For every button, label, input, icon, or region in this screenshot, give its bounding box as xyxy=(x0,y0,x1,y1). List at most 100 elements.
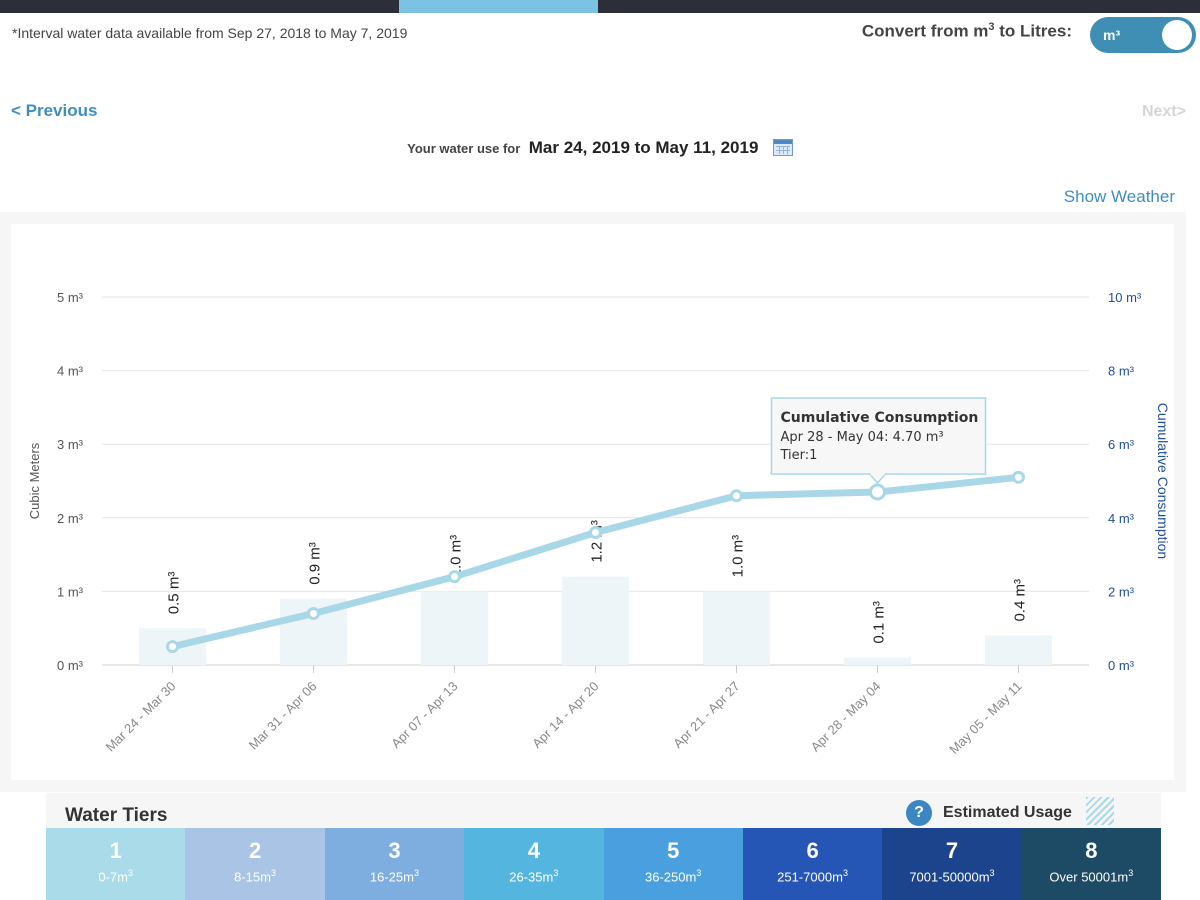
calendar-icon[interactable] xyxy=(772,139,793,156)
tier-range-text: Over 50001m xyxy=(1049,869,1129,885)
tier-range-superscript: 3 xyxy=(1128,868,1134,878)
tier-range-superscript: 3 xyxy=(696,868,702,878)
tooltip-line: Tier:1 xyxy=(780,448,818,463)
top-nav-bar xyxy=(0,0,1200,13)
x-tick-label: May 05 - May 11 xyxy=(946,679,1024,757)
tier-number: 6 xyxy=(806,838,819,863)
tier-range-text: 16-25m xyxy=(369,869,414,885)
tier-range: 16-25m3 xyxy=(325,868,464,884)
cumulative-point[interactable] xyxy=(869,483,886,501)
tooltip-title: Cumulative Consumption xyxy=(781,410,979,426)
tier-range: 7001-50000m3 xyxy=(882,868,1021,884)
x-tick-label: Apr 28 - May 04 xyxy=(808,679,884,755)
bar[interactable] xyxy=(985,635,1052,665)
tier-number: 8 xyxy=(1085,838,1098,863)
tier-5: 5 36-250m3 xyxy=(603,828,743,900)
date-range-value: Mar 24, 2019 to May 11, 2019 xyxy=(528,138,759,157)
tier-range-superscript: 3 xyxy=(127,868,133,878)
tier-strip: 1 0-7m3 2 8-15m3 3 16-25m3 4 26-35m3 5 36-250m3 6 2… xyxy=(46,828,1161,900)
toggle-knob[interactable] xyxy=(1162,20,1192,50)
x-tick-label: Apr 14 - Apr 20 xyxy=(529,679,601,751)
interval-data-note: *Interval water data available from Sep … xyxy=(12,25,408,41)
show-weather-link[interactable]: Show Weather xyxy=(1063,187,1175,206)
x-tick-label: Mar 31 - Apr 06 xyxy=(246,679,320,753)
cumulative-point[interactable] xyxy=(1012,470,1025,484)
y-right-tick-label: 2 m³ xyxy=(1108,584,1135,599)
y-tick-label: 5 m³ xyxy=(57,290,84,305)
tier-number: 3 xyxy=(388,838,401,863)
bar[interactable] xyxy=(703,591,770,665)
tier-number: 7 xyxy=(945,838,959,863)
convert-label-superscript: 3 xyxy=(988,21,995,33)
unit-toggle-switch[interactable]: m³ xyxy=(1090,17,1196,53)
unit-toggle-label: m³ xyxy=(1103,27,1121,43)
y-right-tick-label: 10 m³ xyxy=(1108,290,1142,305)
y-right-tick-label: 4 m³ xyxy=(1108,511,1135,526)
active-nav-tab[interactable] xyxy=(399,0,598,13)
tier-1: 1 0-7m3 xyxy=(46,828,186,900)
tier-number: 5 xyxy=(667,838,680,863)
y-tick-label: 0 m³ xyxy=(57,658,84,673)
bar[interactable] xyxy=(562,576,629,665)
water-tiers-title: Water Tiers xyxy=(65,805,168,826)
x-tick-label: Mar 24 - Mar 30 xyxy=(103,679,179,755)
convert-label-text: Convert from m xyxy=(861,21,989,41)
estimated-usage-swatch-icon xyxy=(1086,797,1114,825)
bar[interactable] xyxy=(421,591,488,665)
page-content: *Interval water data available from Sep … xyxy=(0,13,1200,900)
tier-range-superscript: 3 xyxy=(989,868,995,878)
date-range-heading: Your water use for Mar 24, 2019 to May 1… xyxy=(0,138,1200,158)
bar-value-label: 0.9 m³ xyxy=(307,542,324,585)
tier-number: 4 xyxy=(527,838,540,863)
bar-value-label: 1.0 m³ xyxy=(730,535,747,578)
tier-range-superscript: 3 xyxy=(270,868,276,878)
tier-8: 8 Over 50001m3 xyxy=(1021,828,1161,900)
tier-4: 4 26-35m3 xyxy=(464,828,604,900)
convert-label-suffix: to Litres: xyxy=(994,21,1072,41)
help-icon[interactable]: ? xyxy=(906,800,932,826)
tier-range-superscript: 3 xyxy=(553,868,559,878)
tier-range-text: 251-7000m xyxy=(777,869,843,885)
tier-range-text: 26-35m xyxy=(509,869,554,885)
y-tick-label: 3 m³ xyxy=(57,437,84,452)
tier-2: 2 8-15m3 xyxy=(185,828,325,900)
next-link[interactable]: Next> xyxy=(1141,103,1186,120)
x-tick-label: Apr 21 - Apr 27 xyxy=(670,679,742,751)
tier-range-text: 0-7m xyxy=(98,869,128,885)
y-tick-label: 1 m³ xyxy=(57,584,84,599)
tier-range-text: 8-15m xyxy=(234,869,271,885)
y-right-tick-label: 0 m³ xyxy=(1108,658,1135,673)
cumulative-point[interactable] xyxy=(307,606,320,620)
tier-range: Over 50001m3 xyxy=(1022,868,1161,884)
bar[interactable] xyxy=(844,657,911,665)
estimated-usage-label: Estimated Usage xyxy=(943,804,1072,821)
convert-units-label: Convert from m3 to Litres: xyxy=(862,21,1072,42)
cumulative-point[interactable] xyxy=(589,526,602,540)
water-usage-chart: 0 m³ 1 m³ 2 m³ 3 m³ 4 m³ 5 m³ 0 m³ 2 m³ 4 m³ 6 m³… xyxy=(11,224,1174,780)
tooltip-box xyxy=(770,397,987,475)
tier-range: 251-7000m3 xyxy=(743,868,882,884)
tier-number: 2 xyxy=(248,838,262,863)
x-tick-label: Apr 07 - Apr 13 xyxy=(388,679,460,751)
tier-range-text: 7001-50000m xyxy=(909,869,990,885)
chart-svg: 0 m³ 1 m³ 2 m³ 3 m³ 4 m³ 5 m³ 0 m³ 2 m³ 4 m³ 6 m³… xyxy=(27,290,1171,757)
bar-value-label: 0.5 m³ xyxy=(166,572,183,615)
date-range-prefix: Your water use for xyxy=(407,141,521,156)
tier-6: 6 251-7000m3 xyxy=(742,828,883,900)
cumulative-point[interactable] xyxy=(730,489,743,503)
cumulative-point[interactable] xyxy=(448,570,461,584)
previous-link[interactable]: < Previous xyxy=(11,101,98,120)
bar-value-label: 0.1 m³ xyxy=(871,601,888,644)
y-right-axis-title: Cumulative Consumption xyxy=(1155,403,1171,559)
tier-range-text: 36-250m xyxy=(645,869,697,885)
tooltip-line: Apr 28 - May 04: 4.70 m³ xyxy=(781,430,944,445)
cumulative-point[interactable] xyxy=(166,640,179,654)
tier-range-superscript: 3 xyxy=(413,868,419,878)
tier-range: 0-7m3 xyxy=(46,868,185,884)
y-tick-label: 4 m³ xyxy=(57,364,84,379)
tier-range: 26-35m3 xyxy=(464,868,603,884)
bar-value-label: 1.0 m³ xyxy=(448,535,465,578)
tier-7: 7 7001-50000m3 xyxy=(882,828,1022,900)
y-tick-label: 2 m³ xyxy=(57,511,84,526)
y-axis-title: Cubic Meters xyxy=(27,442,42,519)
